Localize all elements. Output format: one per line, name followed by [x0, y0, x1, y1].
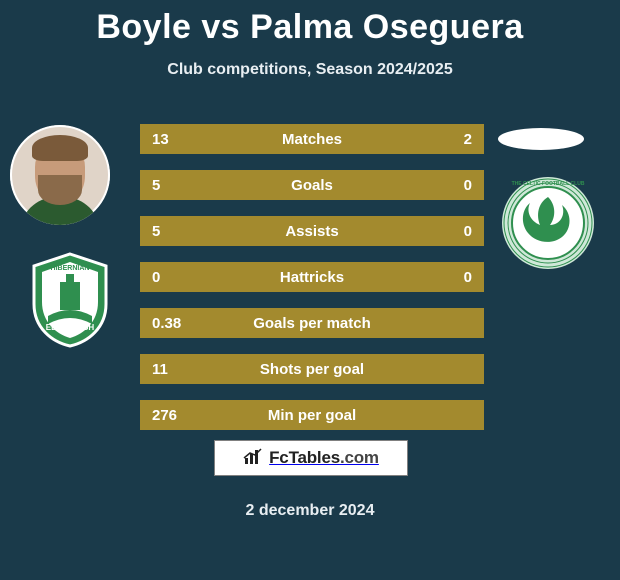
date-stamp: 2 december 2024 [0, 502, 620, 520]
brand-tld: .com [340, 448, 379, 467]
brand-site: FcTables [269, 448, 340, 467]
page-subtitle: Club competitions, Season 2024/2025 [0, 61, 620, 79]
stat-left-value: 0.38 [152, 315, 181, 332]
right-name-ellipse [498, 128, 584, 150]
stat-label: Assists [285, 223, 338, 240]
stat-row: 13 Matches 2 [140, 124, 484, 154]
stat-left-value: 5 [152, 223, 160, 240]
stat-row: 276 Min per goal [140, 400, 484, 430]
stat-row: 0.38 Goals per match [140, 308, 484, 338]
svg-text:EDINBURGH: EDINBURGH [46, 323, 95, 332]
stat-left-value: 0 [152, 269, 160, 286]
brand-link[interactable]: FcTables.com [214, 440, 408, 476]
stats-rows: 13 Matches 2 5 Goals 0 5 Assists 0 0 Hat… [140, 124, 484, 446]
stat-label: Min per goal [268, 407, 356, 424]
stat-right-value: 0 [464, 269, 472, 286]
club-crest-left: EDINBURGH HIBERNIAN [30, 252, 110, 348]
svg-text:THE CELTIC FOOTBALL CLUB: THE CELTIC FOOTBALL CLUB [512, 181, 585, 187]
stat-left-value: 13 [152, 131, 169, 148]
stat-left-value: 11 [152, 361, 168, 378]
stat-label: Goals per match [253, 315, 371, 332]
stat-row: 0 Hattricks 0 [140, 262, 484, 292]
stat-label: Shots per goal [260, 361, 364, 378]
chart-bars-icon [243, 446, 263, 471]
stat-label: Matches [282, 131, 342, 148]
stat-label: Goals [291, 177, 333, 194]
stat-right-value: 2 [464, 131, 472, 148]
stat-right-value: 0 [464, 177, 472, 194]
brand-text: FcTables.com [269, 448, 379, 468]
page-title: Boyle vs Palma Oseguera [0, 0, 620, 47]
stat-row: 5 Assists 0 [140, 216, 484, 246]
stat-row: 5 Goals 0 [140, 170, 484, 200]
stat-left-value: 5 [152, 177, 160, 194]
club-crest-right: THE CELTIC FOOTBALL CLUB [500, 175, 596, 271]
svg-text:HIBERNIAN: HIBERNIAN [51, 265, 90, 272]
stat-right-value: 0 [464, 223, 472, 240]
player-left-avatar [10, 125, 110, 225]
stat-label: Hattricks [280, 269, 344, 286]
stat-row: 11 Shots per goal [140, 354, 484, 384]
stat-left-value: 276 [152, 407, 177, 424]
